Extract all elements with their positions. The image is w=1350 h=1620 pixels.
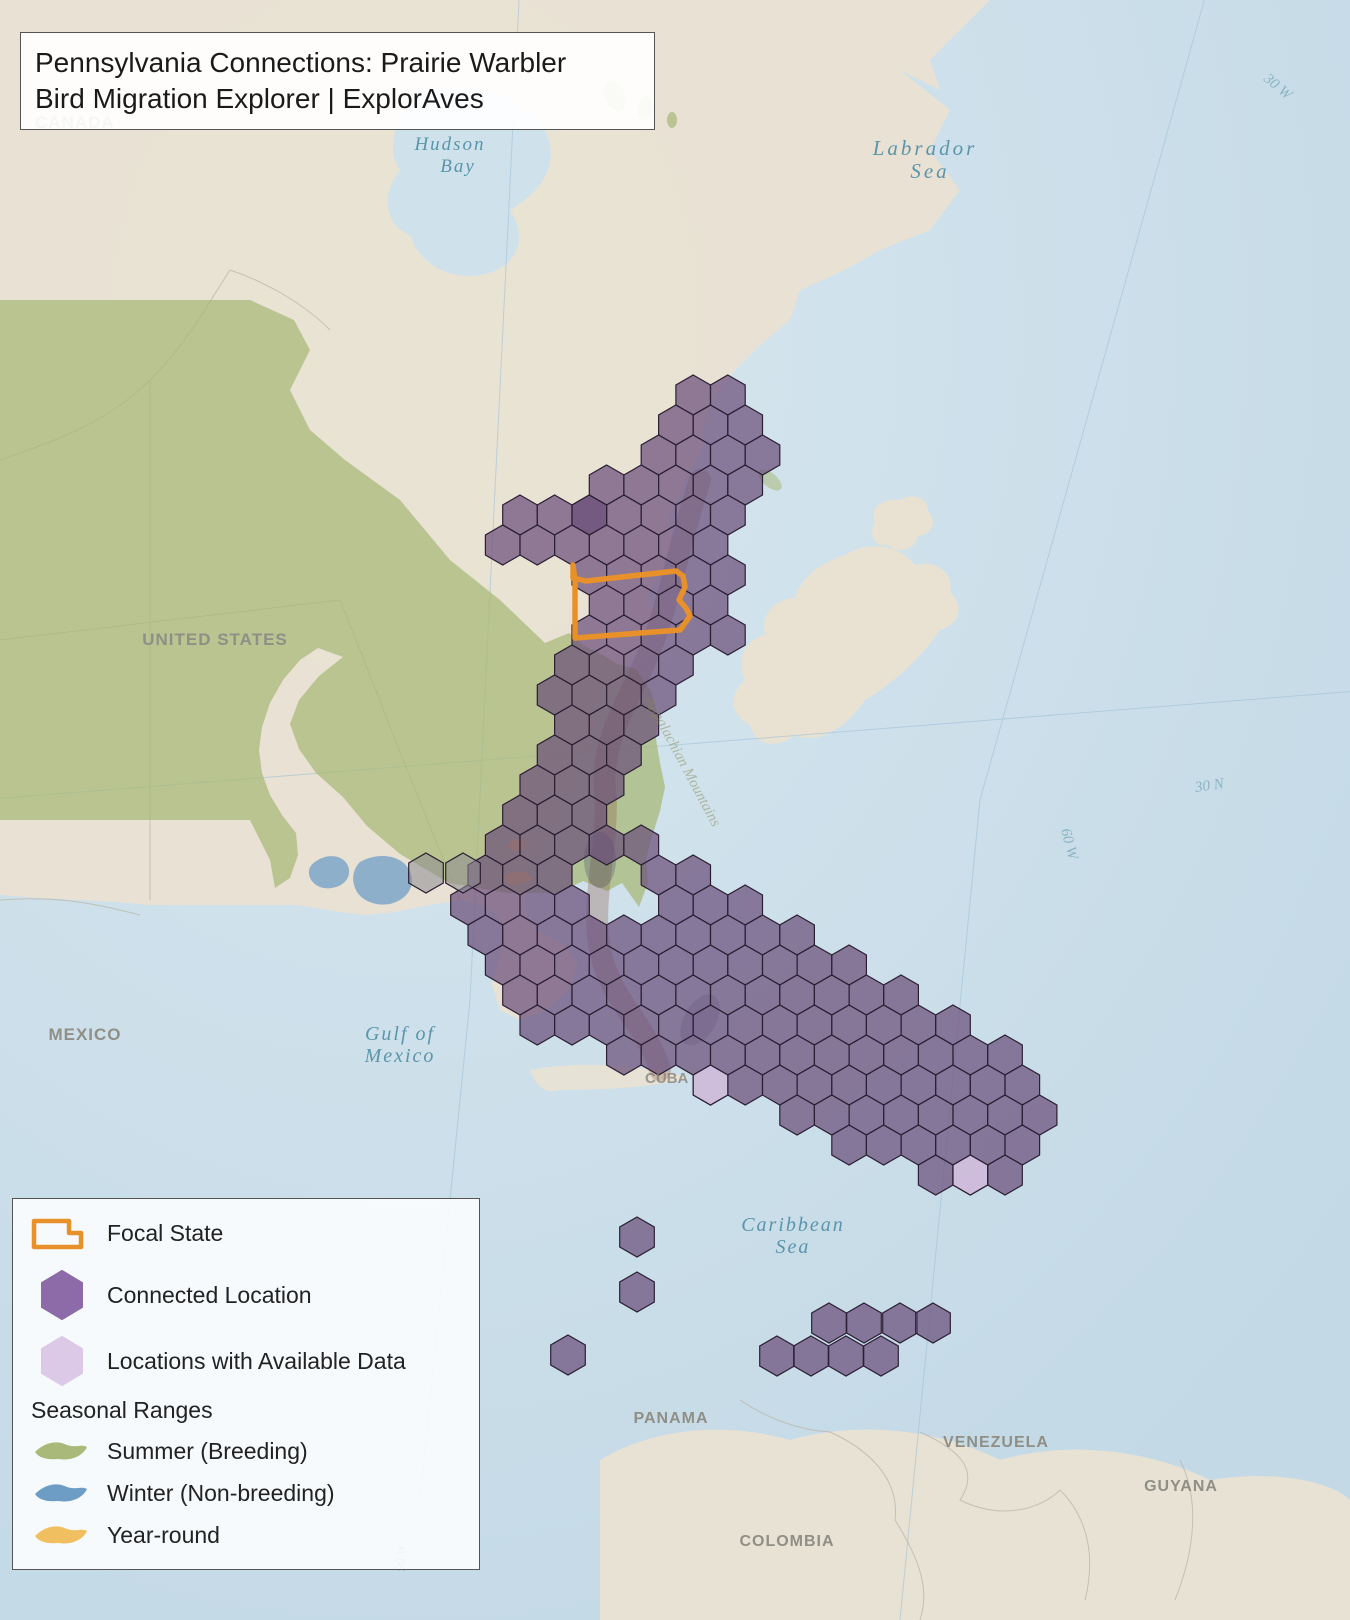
svg-text:PANAMA: PANAMA bbox=[633, 1410, 708, 1427]
svg-text:Sea: Sea bbox=[776, 1236, 811, 1258]
svg-text:Labrador: Labrador bbox=[872, 136, 978, 160]
svg-text:Hudson: Hudson bbox=[413, 134, 485, 155]
svg-text:MEXICO: MEXICO bbox=[48, 1025, 121, 1044]
svg-text:Sea: Sea bbox=[910, 159, 949, 183]
svg-text:Gulf of: Gulf of bbox=[365, 1023, 436, 1045]
svg-text:UNITED STATES: UNITED STATES bbox=[142, 630, 288, 649]
svg-text:Caribbean: Caribbean bbox=[741, 1214, 845, 1236]
svg-text:COLOMBIA: COLOMBIA bbox=[739, 1533, 834, 1550]
svg-text:VENEZUELA: VENEZUELA bbox=[943, 1434, 1049, 1451]
svg-text:Bay: Bay bbox=[440, 156, 476, 177]
svg-text:CUBA: CUBA bbox=[645, 1070, 688, 1087]
svg-text:Mexico: Mexico bbox=[364, 1045, 436, 1067]
svg-text:GUYANA: GUYANA bbox=[1144, 1478, 1218, 1495]
